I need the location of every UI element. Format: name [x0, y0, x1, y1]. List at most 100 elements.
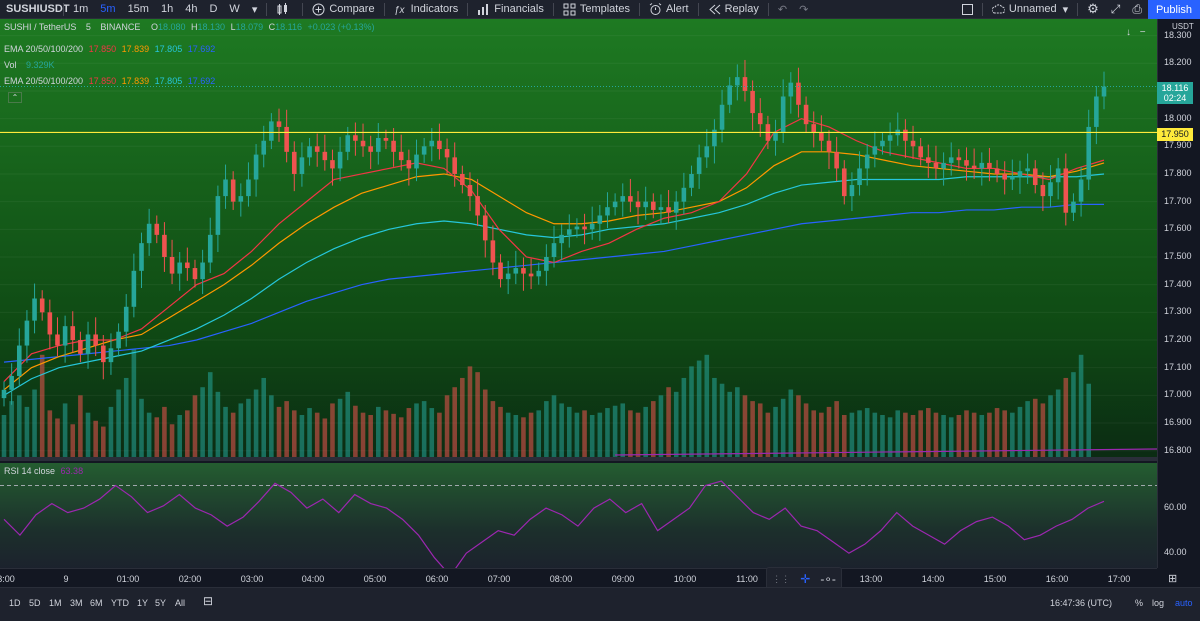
- time-label: 08:00: [550, 574, 573, 584]
- axis-settings-button[interactable]: ⊞: [1168, 573, 1178, 585]
- auto-toggle[interactable]: auto: [1175, 598, 1193, 608]
- volume-bar: [651, 401, 656, 459]
- indicators-button[interactable]: ƒx Indicators: [388, 0, 465, 19]
- volume-bar: [773, 406, 778, 459]
- volume-bar: [964, 410, 969, 459]
- price-tick: 17.700: [1164, 195, 1192, 206]
- ema-legend-2: EMA 20/50/100/200 17.850 17.839 17.805 1…: [4, 76, 218, 86]
- volume-bar: [284, 401, 289, 459]
- volume-bar: [757, 403, 763, 459]
- time-label: 14:00: [922, 574, 945, 584]
- layout-button[interactable]: Unnamed ▾: [986, 0, 1074, 19]
- candle-body: [322, 151, 328, 161]
- time-label: 13:00: [860, 574, 883, 584]
- volume-bar: [1063, 377, 1069, 459]
- interval-1m[interactable]: 1m: [73, 3, 89, 15]
- candle-body: [39, 298, 45, 313]
- range-1m[interactable]: 1M: [49, 598, 62, 608]
- candle-body: [1017, 171, 1023, 177]
- time-axis[interactable]: 3:00 9 01:00 02:00 03:00 04:00 05:00 06:00 07:00…: [0, 568, 1177, 587]
- interval-15m[interactable]: 15m: [127, 3, 149, 15]
- interval-w[interactable]: W: [229, 3, 240, 15]
- legend-interval: 5: [85, 22, 91, 32]
- measure-icon[interactable]: -∘-: [820, 572, 836, 586]
- range-5d[interactable]: 5D: [29, 598, 41, 608]
- pane-controls: ↓ −: [1126, 27, 1146, 38]
- candle-body: [460, 173, 465, 186]
- vol-label: Vol: [4, 60, 17, 70]
- candle-body: [1071, 201, 1076, 213]
- crosshair-icon[interactable]: ✛: [800, 572, 811, 586]
- replay-button[interactable]: Replay: [702, 0, 765, 19]
- alert-button[interactable]: Alert: [643, 0, 695, 19]
- volume-bar: [215, 391, 221, 459]
- compare-button[interactable]: Compare: [306, 0, 380, 19]
- fullscreen-button[interactable]: ⤢: [1105, 0, 1127, 19]
- candle-body: [299, 157, 305, 174]
- arrow-down-icon[interactable]: ↓: [1126, 27, 1131, 38]
- undo-button[interactable]: ↶: [772, 0, 793, 19]
- volume-bar: [803, 403, 809, 459]
- candle-body: [513, 268, 519, 274]
- volume-bar: [1, 415, 7, 459]
- range-all[interactable]: All: [175, 598, 186, 608]
- redo-button[interactable]: ↷: [793, 0, 814, 19]
- candle-body: [101, 345, 106, 363]
- chart-type-button[interactable]: [270, 0, 299, 19]
- range-ytd[interactable]: YTD: [111, 598, 129, 608]
- price-tick: 17.100: [1164, 361, 1192, 372]
- volume-bar: [131, 349, 137, 459]
- time-label: 15:00: [984, 574, 1007, 584]
- interval-4h[interactable]: 4h: [185, 3, 198, 15]
- volume-bar: [612, 405, 618, 459]
- publish-button[interactable]: Publish: [1148, 0, 1200, 19]
- range-6m[interactable]: 6M: [90, 598, 103, 608]
- interval-1h[interactable]: 1h: [160, 3, 174, 15]
- candle-body: [1032, 168, 1038, 186]
- chart-area[interactable]: SUSHI / TetherUS 5 BINANCE O18.080 H18.1…: [0, 19, 1200, 587]
- candle-body: [1101, 86, 1107, 97]
- interval-dropdown[interactable]: ▾: [246, 0, 264, 19]
- close-icon[interactable]: −: [1139, 27, 1146, 38]
- percent-toggle[interactable]: %: [1135, 598, 1144, 608]
- calendar-icon[interactable]: ⊟: [203, 594, 214, 608]
- price-axis[interactable]: USDT 18.30018.20018.10018.00017.90017.80…: [1157, 19, 1200, 568]
- settings-button[interactable]: ⚙: [1081, 0, 1105, 19]
- volume-bar: [368, 415, 373, 459]
- range-3m[interactable]: 3M: [70, 598, 83, 608]
- volume-bar: [979, 415, 985, 459]
- price-tick: 16.800: [1164, 444, 1192, 455]
- candle-body: [803, 104, 809, 125]
- volume-bar: [780, 398, 786, 459]
- fullscreen-toggle[interactable]: [956, 0, 979, 19]
- symbol-name: SUSHIUSDT: [6, 3, 70, 15]
- volume-bar: [32, 389, 37, 459]
- candle-body: [796, 82, 801, 105]
- range-5y[interactable]: 5Y: [155, 598, 167, 608]
- log-toggle[interactable]: log: [1152, 598, 1165, 608]
- snapshot-button[interactable]: ⎙: [1126, 0, 1148, 19]
- candle-body: [307, 146, 312, 158]
- interval-d[interactable]: D: [209, 3, 218, 15]
- range-1d[interactable]: 1D: [9, 598, 21, 608]
- candle-body: [719, 104, 725, 130]
- chart-canvas[interactable]: [0, 19, 1157, 568]
- clock[interactable]: 16:47:36 (UTC): [1050, 598, 1113, 608]
- templates-button[interactable]: Templates: [557, 0, 636, 19]
- range-1y[interactable]: 1Y: [137, 598, 149, 608]
- grip-icon[interactable]: ⋮⋮: [772, 573, 791, 584]
- volume-bar: [16, 395, 22, 459]
- collapse-legend-button[interactable]: ⌃: [8, 92, 22, 103]
- financials-button[interactable]: Financials: [471, 0, 550, 19]
- candle-body: [605, 207, 610, 216]
- candle-body: [643, 201, 648, 208]
- volume-bar: [230, 412, 236, 459]
- symbol-search[interactable]: SUSHIUSDT: [0, 0, 70, 19]
- candle-body: [1040, 185, 1046, 197]
- candle-body: [750, 90, 755, 114]
- interval-5m[interactable]: 5m: [100, 3, 116, 15]
- candle-body: [498, 262, 503, 280]
- candle-body: [857, 168, 862, 186]
- divider: [302, 2, 304, 16]
- divider: [467, 2, 469, 16]
